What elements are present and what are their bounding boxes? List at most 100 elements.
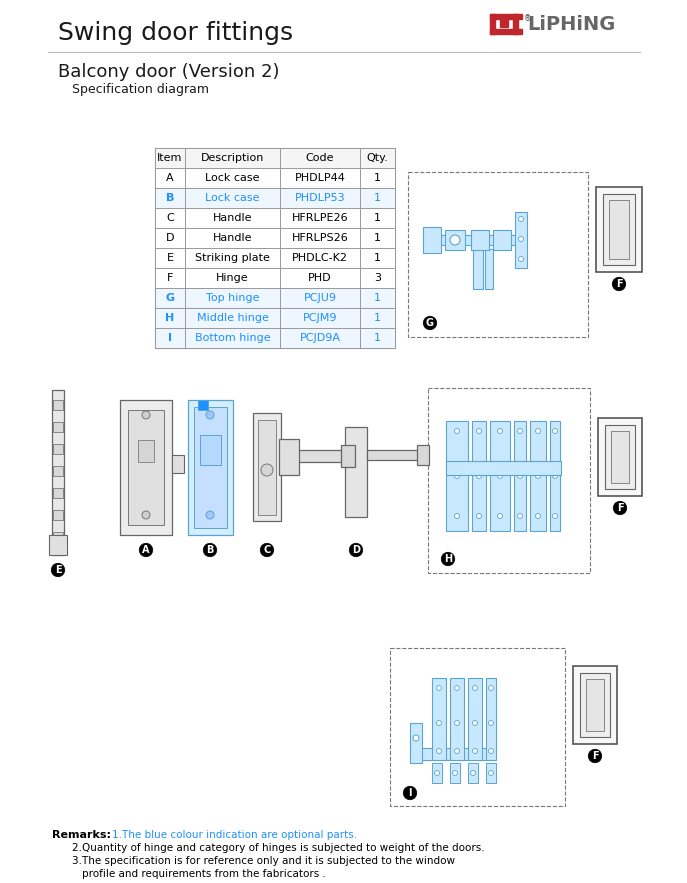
Text: 1: 1 bbox=[374, 313, 381, 323]
Bar bbox=[609, 200, 629, 259]
Bar bbox=[446, 461, 561, 475]
Bar bbox=[138, 440, 154, 462]
Bar bbox=[423, 235, 523, 245]
Circle shape bbox=[434, 771, 440, 775]
Text: Hinge: Hinge bbox=[216, 273, 249, 283]
Bar bbox=[172, 455, 184, 473]
Bar bbox=[471, 230, 489, 250]
Text: C: C bbox=[166, 213, 174, 223]
Text: B: B bbox=[166, 193, 174, 203]
Bar bbox=[390, 648, 565, 806]
Bar bbox=[341, 445, 355, 467]
Bar bbox=[586, 679, 604, 731]
Text: Specification diagram: Specification diagram bbox=[72, 84, 209, 96]
Text: 1: 1 bbox=[374, 293, 381, 303]
Text: H: H bbox=[166, 313, 174, 323]
Circle shape bbox=[206, 411, 214, 419]
Text: Lock case: Lock case bbox=[205, 193, 260, 203]
Bar bbox=[486, 678, 496, 760]
Circle shape bbox=[455, 514, 460, 518]
Bar bbox=[53, 422, 63, 432]
Circle shape bbox=[477, 428, 482, 434]
Text: Item: Item bbox=[157, 153, 183, 163]
Text: 1.The blue colour indication are optional parts.: 1.The blue colour indication are optiona… bbox=[112, 830, 357, 840]
Bar bbox=[605, 425, 635, 489]
Text: PHDLP53: PHDLP53 bbox=[295, 193, 346, 203]
Bar bbox=[573, 666, 617, 744]
Bar bbox=[490, 14, 495, 34]
Bar bbox=[513, 14, 518, 34]
Circle shape bbox=[455, 685, 460, 691]
Circle shape bbox=[488, 721, 493, 726]
Circle shape bbox=[535, 473, 541, 479]
Bar bbox=[155, 188, 395, 208]
Bar bbox=[450, 763, 460, 783]
Circle shape bbox=[142, 511, 150, 519]
Text: D: D bbox=[166, 233, 174, 243]
Text: Balcony door (Version 2): Balcony door (Version 2) bbox=[58, 63, 280, 81]
Bar bbox=[155, 288, 395, 308]
Circle shape bbox=[261, 464, 273, 476]
Bar bbox=[128, 410, 164, 525]
Text: F: F bbox=[167, 273, 173, 283]
Circle shape bbox=[455, 428, 460, 434]
Circle shape bbox=[473, 685, 477, 691]
Text: 1: 1 bbox=[374, 193, 381, 203]
Text: G: G bbox=[166, 293, 174, 303]
Circle shape bbox=[497, 473, 502, 479]
Bar bbox=[514, 421, 526, 531]
Bar bbox=[490, 14, 522, 19]
Circle shape bbox=[436, 721, 442, 726]
Bar bbox=[486, 763, 496, 783]
Circle shape bbox=[471, 771, 475, 775]
Bar bbox=[485, 249, 493, 289]
Text: ®: ® bbox=[524, 14, 532, 23]
Circle shape bbox=[517, 514, 523, 518]
Text: H: H bbox=[444, 554, 452, 564]
Bar bbox=[188, 400, 233, 535]
Text: Code: Code bbox=[306, 153, 335, 163]
Circle shape bbox=[473, 721, 477, 726]
Text: A: A bbox=[142, 545, 150, 555]
Text: PHDLP44: PHDLP44 bbox=[295, 173, 346, 183]
Circle shape bbox=[535, 428, 541, 434]
Text: Striking plate: Striking plate bbox=[195, 253, 270, 263]
Bar bbox=[580, 673, 610, 737]
Bar bbox=[428, 388, 590, 573]
Bar bbox=[253, 413, 281, 521]
Circle shape bbox=[455, 473, 460, 479]
Circle shape bbox=[453, 771, 458, 775]
Circle shape bbox=[519, 216, 523, 222]
Bar bbox=[198, 400, 208, 410]
Bar bbox=[155, 168, 395, 188]
Text: F: F bbox=[592, 751, 598, 761]
Bar bbox=[281, 450, 351, 462]
Circle shape bbox=[535, 514, 541, 518]
Text: PCJU9: PCJU9 bbox=[304, 293, 337, 303]
Circle shape bbox=[497, 514, 502, 518]
Text: 1: 1 bbox=[374, 213, 381, 223]
Text: Handle: Handle bbox=[213, 213, 252, 223]
Text: HFRLPS26: HFRLPS26 bbox=[291, 233, 348, 243]
Text: HFRLPE26: HFRLPE26 bbox=[292, 213, 348, 223]
Bar bbox=[473, 249, 483, 289]
Circle shape bbox=[477, 473, 482, 479]
Bar bbox=[603, 194, 635, 265]
Bar bbox=[410, 723, 422, 763]
Text: 2.Quantity of hinge and category of hinges is subjected to weight of the doors.: 2.Quantity of hinge and category of hing… bbox=[72, 843, 484, 853]
Bar bbox=[468, 763, 478, 783]
Bar bbox=[155, 248, 395, 268]
Bar bbox=[596, 187, 642, 272]
Bar bbox=[345, 427, 367, 517]
Text: Top hinge: Top hinge bbox=[205, 293, 259, 303]
Text: I: I bbox=[168, 333, 172, 343]
Bar bbox=[53, 466, 63, 476]
Bar bbox=[446, 421, 468, 531]
Text: E: E bbox=[166, 253, 174, 263]
Text: profile and requirements from the fabricators .: profile and requirements from the fabric… bbox=[82, 869, 326, 879]
Bar bbox=[53, 488, 63, 498]
Bar bbox=[53, 400, 63, 410]
Circle shape bbox=[517, 428, 523, 434]
Circle shape bbox=[142, 411, 150, 419]
Circle shape bbox=[455, 721, 460, 726]
